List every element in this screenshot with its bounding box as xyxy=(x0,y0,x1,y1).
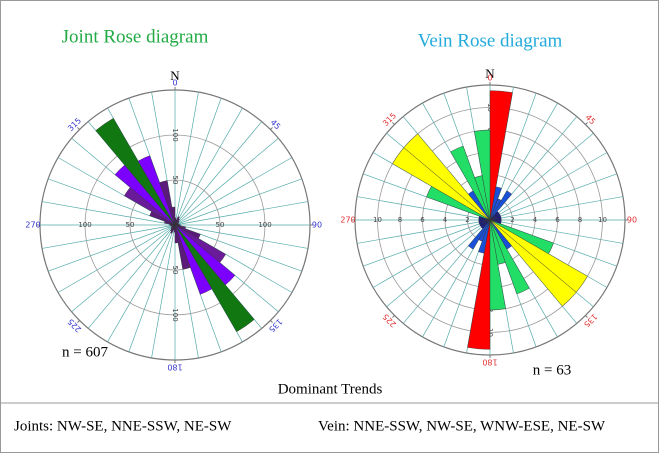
r-tick-label: 2 xyxy=(510,216,514,224)
r-tick-label: 4 xyxy=(443,216,448,224)
spoke xyxy=(57,224,176,293)
r-tick-label: 6 xyxy=(420,216,425,224)
r-tick-label: 2 xyxy=(465,216,469,224)
spoke xyxy=(174,201,309,226)
angle-label: 90 xyxy=(627,216,637,225)
petal xyxy=(174,224,191,270)
petal xyxy=(468,219,491,250)
r-tick-label: 8 xyxy=(398,216,402,224)
petal xyxy=(137,155,176,226)
spoke xyxy=(71,224,176,313)
angle-label: 180 xyxy=(482,358,497,367)
spoke xyxy=(107,224,176,343)
petal xyxy=(174,224,213,295)
angle-tick xyxy=(585,122,588,125)
angle-tick xyxy=(585,315,588,318)
caption-joints: Joints: NW-SE, NNE-SSW, NE-SW xyxy=(14,418,232,434)
spoke xyxy=(41,201,176,226)
r-tick-label: 10 xyxy=(598,216,607,224)
angle-label: 0 xyxy=(172,79,177,88)
spoke xyxy=(174,121,263,226)
petal xyxy=(489,219,577,307)
caption-heading: Dominant Trends xyxy=(278,381,383,397)
petal xyxy=(403,133,491,221)
angle-label: 270 xyxy=(25,221,40,230)
r-tick-label: 100 xyxy=(78,221,91,229)
angle-tick xyxy=(270,320,273,323)
r-tick-label: 50 xyxy=(171,176,179,185)
angle-label: 0 xyxy=(487,74,492,83)
caption-vein: Vein: NNE-SSW, NW-SE, WNW-ESE, NE-SW xyxy=(318,418,606,434)
angle-tick xyxy=(392,315,395,318)
r-tick-label: 50 xyxy=(126,221,135,229)
r-tick-label: 10 xyxy=(373,216,382,224)
petal xyxy=(174,224,255,333)
angle-label: 180 xyxy=(167,363,182,372)
r-tick-label: 50 xyxy=(216,221,225,229)
r-tick-label: 4 xyxy=(533,216,538,224)
annotation: n = 607 xyxy=(62,344,108,360)
ring xyxy=(84,134,266,316)
angle-label: 90 xyxy=(312,221,322,230)
spoke xyxy=(174,107,243,226)
petal xyxy=(171,206,176,226)
spoke xyxy=(151,224,176,359)
spoke xyxy=(48,224,176,272)
r-tick-label: 6 xyxy=(555,216,560,224)
r-tick-label: 50 xyxy=(171,266,179,275)
chart-title: Vein Rose diagram xyxy=(418,30,563,51)
spoke xyxy=(174,224,309,249)
ring xyxy=(129,179,221,271)
spoke xyxy=(174,91,199,226)
petal xyxy=(489,190,512,221)
angle-label: 270 xyxy=(340,216,355,225)
chart-title: Joint Rose diagram xyxy=(62,26,209,47)
r-tick-label: 100 xyxy=(171,128,179,141)
north-label: N xyxy=(170,68,180,83)
r-tick-label: 8 xyxy=(578,216,582,224)
petal xyxy=(174,224,179,244)
north-label: N xyxy=(485,66,495,81)
petal xyxy=(489,219,506,311)
angle-tick xyxy=(77,127,80,130)
petal xyxy=(159,180,176,226)
petal xyxy=(450,145,491,221)
annotation: n = 63 xyxy=(533,362,571,378)
petal xyxy=(95,117,176,226)
petal xyxy=(489,219,530,295)
angle-tick xyxy=(77,320,80,323)
r-tick-label: 100 xyxy=(258,221,271,229)
petal xyxy=(474,129,491,221)
spoke xyxy=(87,224,176,329)
spoke xyxy=(174,137,279,226)
angle-tick xyxy=(392,122,395,125)
r-tick-label: 100 xyxy=(171,308,179,321)
spoke xyxy=(41,224,176,249)
angle-tick xyxy=(270,127,273,130)
spoke xyxy=(174,157,293,226)
spoke xyxy=(128,224,176,352)
spoke xyxy=(174,98,222,226)
spoke xyxy=(174,178,302,226)
